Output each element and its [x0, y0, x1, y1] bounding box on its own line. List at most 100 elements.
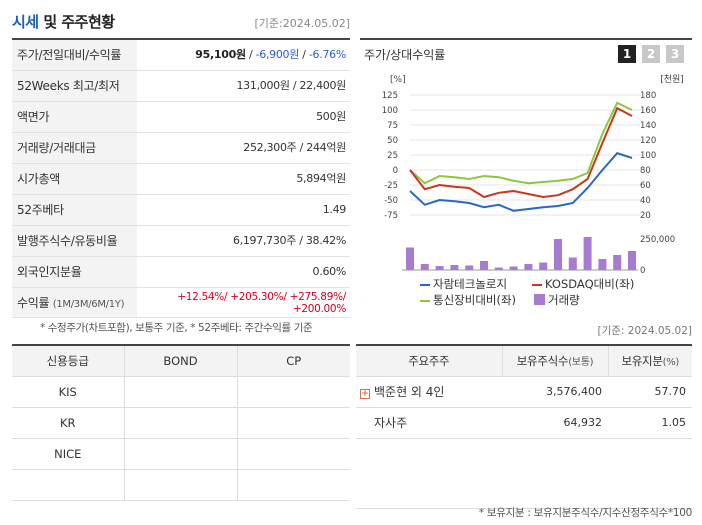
legend-sector: 통신장비대비(좌) [420, 292, 516, 308]
row-volume: 거래량/거래대금 252,300주 / 244억원 [12, 133, 350, 164]
volume-bar [450, 265, 459, 270]
credit-rating-table: 신용등급 BOND CP KIS KR NICE [12, 344, 350, 501]
value-foreign: 0.60% [312, 265, 347, 278]
row-foreign: 외국인지분율 0.60% [12, 257, 350, 288]
table-row: + 백준현 외 4인 3,576,400 57.70 [356, 376, 692, 408]
left-tick-label: -25 [384, 181, 398, 191]
label-shares: 발행주식수/유동비율 [12, 226, 137, 256]
holder-shares: 64,932 [502, 407, 608, 439]
holder-shares: 3,576,400 [502, 376, 608, 408]
right-tick-label: 180 [640, 91, 656, 101]
volume-tick-label: 250,000 [640, 235, 675, 245]
right-tick-label: 40 [640, 196, 651, 206]
price-footnote: * 수정주가(차트포함), 보통주 기준, * 52주베타: 주간수익률 기준 [40, 322, 313, 334]
table-row: 자사주 64,932 1.05 [356, 407, 692, 439]
volume-bar [480, 261, 488, 270]
holders-header-shares: 보유주식수(보통) [501, 345, 608, 377]
legend-kosdaq: KOSDAQ대비(좌) [532, 276, 634, 292]
volume-bar [539, 262, 548, 270]
volume-bar [554, 239, 562, 270]
table-row [12, 469, 350, 501]
table-row: KR [12, 407, 350, 439]
volume-bar [613, 255, 622, 270]
row-returns: 수익률 (1M/3M/6M/1Y) +12.54%/ +205.30%/ +27… [12, 288, 350, 318]
value-shares: 6,197,730주 / 38.42% [232, 234, 346, 247]
series-line-company [409, 152, 633, 212]
holder-name[interactable]: 백준현 외 4인 [374, 385, 445, 399]
holders-base-date: [기준: 2024.05.02] [597, 325, 692, 337]
section-title: 시세 및 주주현황 [12, 13, 115, 31]
credit-header-bond: BOND [123, 345, 237, 377]
label-52weeks: 52Weeks 최고/최저 [12, 71, 137, 101]
label-volume: 거래량/거래대금 [12, 133, 137, 163]
volume-bar [494, 267, 503, 270]
volume-bar [524, 264, 533, 270]
chart-tab-3[interactable]: 3 [666, 45, 684, 63]
legend-company: 자람테크놀로지 [420, 276, 507, 292]
row-beta: 52주베타 1.49 [12, 195, 350, 226]
volume-bar [406, 247, 414, 270]
label-foreign: 외국인지분율 [12, 257, 137, 287]
left-tick-label: -75 [384, 211, 398, 221]
value-price: 95,100원 / -6,900원 / -6.76% [195, 48, 346, 61]
value-par: 500원 [316, 110, 346, 123]
volume-bar [435, 266, 444, 270]
series-line-sector [409, 101, 633, 185]
left-tick-label: 75 [387, 121, 398, 131]
value-beta: 1.49 [322, 203, 347, 216]
credit-header-cp: CP [236, 345, 350, 377]
label-marketcap: 시가총액 [12, 164, 137, 194]
holder-ratio: 1.05 [608, 407, 692, 439]
left-tick-label: 125 [382, 91, 398, 101]
chart-tab-1[interactable]: 1 [618, 45, 636, 63]
table-row: NICE [12, 438, 350, 470]
label-price: 주가/전일대비/수익률 [12, 40, 137, 70]
right-tick-label: 140 [640, 121, 656, 131]
row-52weeks: 52Weeks 최고/최저 131,000원 / 22,400원 [12, 71, 350, 102]
chart-title: 주가/상대수익률 [364, 48, 446, 62]
chart-tab-2[interactable]: 2 [642, 45, 660, 63]
price-info-table: 주가/전일대비/수익률 95,100원 / -6,900원 / -6.76% 5… [12, 38, 350, 318]
volume-bar [583, 237, 592, 270]
label-par: 액면가 [12, 102, 137, 132]
left-tick-label: 25 [387, 151, 398, 161]
volume-tick-label: 0 [640, 266, 645, 275]
major-holders-table: 주요주주 보유주식수(보통) 보유지분(%) + 백준현 외 4인 3,576,4… [356, 344, 692, 509]
section-header: 시세 및 주주현황 [기준:2024.05.02] [12, 8, 350, 32]
base-date: [기준:2024.05.02] [254, 17, 350, 30]
value-52weeks: 131,000원 / 22,400원 [236, 79, 346, 92]
chart-panel: 주가/상대수익률 1 2 3 [%] [천원] 125 100 75 50 25 0 -25 -5… [360, 38, 692, 318]
row-par: 액면가 500원 [12, 102, 350, 133]
volume-bar [465, 265, 474, 270]
volume-bar [420, 264, 429, 270]
relative-return-chart: [%] [천원] 125 100 75 50 25 0 -25 -50 -75 180 160 140 12… [382, 74, 684, 275]
holder-name: 자사주 [356, 407, 502, 439]
holders-header-ratio: 보유지분(%) [607, 345, 692, 377]
right-tick-label: 100 [640, 151, 656, 161]
volume-bar [598, 259, 607, 270]
legend-volume: 거래량 [534, 292, 580, 308]
label-returns: 수익률 (1M/3M/6M/1Y) [12, 288, 137, 317]
row-marketcap: 시가총액 5,894억원 [12, 164, 350, 195]
right-tick-label: 20 [640, 211, 651, 221]
table-row: KIS [12, 376, 350, 408]
table-row [356, 438, 692, 509]
right-tick-label: 80 [640, 166, 651, 176]
label-beta: 52주베타 [12, 195, 137, 225]
left-tick-label: -50 [384, 196, 398, 206]
right-tick-label: 60 [640, 181, 651, 191]
left-tick-label: 0 [393, 166, 398, 176]
holder-ratio: 57.70 [608, 376, 692, 408]
row-price: 주가/전일대비/수익률 95,100원 / -6,900원 / -6.76% [12, 40, 350, 71]
expand-plus-icon[interactable]: + [360, 389, 370, 399]
volume-bar [568, 257, 577, 270]
right-axis-unit: [천원] [660, 74, 684, 85]
chart-tabs: 1 2 3 [618, 45, 684, 63]
volume-bar [509, 266, 518, 270]
left-axis-unit: [%] [390, 75, 406, 85]
value-volume: 252,300주 / 244억원 [243, 141, 346, 154]
right-tick-label: 160 [640, 106, 656, 116]
credit-header-rating: 신용등급 [12, 345, 124, 377]
volume-bar [628, 251, 636, 270]
holders-footnote: * 보유지분 : 보유지분주식수/지수산정주식수*100 [478, 507, 692, 519]
